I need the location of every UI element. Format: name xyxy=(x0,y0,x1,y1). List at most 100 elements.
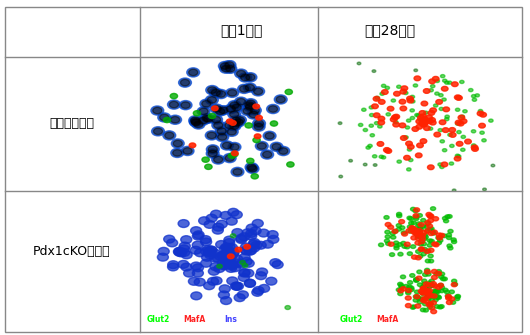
Circle shape xyxy=(451,238,456,242)
Circle shape xyxy=(221,243,232,251)
Circle shape xyxy=(443,128,449,132)
Circle shape xyxy=(272,144,281,150)
Circle shape xyxy=(393,229,398,233)
Circle shape xyxy=(222,246,233,253)
Circle shape xyxy=(455,297,460,300)
Circle shape xyxy=(231,152,238,157)
Circle shape xyxy=(244,279,255,287)
Circle shape xyxy=(426,222,431,225)
Circle shape xyxy=(386,113,391,116)
Circle shape xyxy=(253,286,264,294)
Circle shape xyxy=(220,253,231,260)
Circle shape xyxy=(435,79,439,82)
Circle shape xyxy=(430,284,435,287)
Circle shape xyxy=(181,102,190,109)
Circle shape xyxy=(436,271,441,276)
Circle shape xyxy=(215,127,228,136)
Circle shape xyxy=(167,263,179,271)
Circle shape xyxy=(424,290,430,294)
Circle shape xyxy=(249,106,261,115)
Circle shape xyxy=(223,60,236,70)
Circle shape xyxy=(217,106,230,115)
Circle shape xyxy=(223,153,236,163)
Circle shape xyxy=(202,157,209,162)
Circle shape xyxy=(164,235,175,243)
Circle shape xyxy=(414,229,419,232)
Circle shape xyxy=(455,294,461,298)
Circle shape xyxy=(246,74,255,80)
Circle shape xyxy=(236,236,247,244)
Circle shape xyxy=(197,107,210,116)
Circle shape xyxy=(192,264,204,272)
Circle shape xyxy=(241,243,252,251)
Circle shape xyxy=(431,310,437,314)
Circle shape xyxy=(415,232,420,236)
Circle shape xyxy=(423,288,428,292)
Circle shape xyxy=(430,85,435,88)
Circle shape xyxy=(453,282,457,286)
Circle shape xyxy=(189,143,196,148)
Circle shape xyxy=(372,70,376,72)
Circle shape xyxy=(431,230,437,234)
Circle shape xyxy=(422,282,427,286)
Circle shape xyxy=(419,247,425,251)
Circle shape xyxy=(426,272,431,276)
Circle shape xyxy=(436,99,443,104)
Circle shape xyxy=(405,126,410,129)
Circle shape xyxy=(235,260,246,268)
Text: 生後28日目: 生後28日目 xyxy=(364,23,415,37)
Circle shape xyxy=(170,93,178,99)
Circle shape xyxy=(413,229,419,232)
Circle shape xyxy=(407,285,412,289)
Circle shape xyxy=(228,153,236,158)
Circle shape xyxy=(401,86,408,90)
Circle shape xyxy=(231,211,242,219)
Circle shape xyxy=(425,229,430,233)
Circle shape xyxy=(201,259,211,267)
Circle shape xyxy=(428,248,434,253)
Circle shape xyxy=(219,64,233,73)
Circle shape xyxy=(413,295,419,298)
Circle shape xyxy=(385,222,391,227)
Circle shape xyxy=(217,259,228,267)
Circle shape xyxy=(154,128,163,135)
Circle shape xyxy=(399,285,404,289)
Circle shape xyxy=(228,100,241,110)
Circle shape xyxy=(455,154,460,157)
Circle shape xyxy=(427,305,432,309)
Circle shape xyxy=(440,165,444,169)
Circle shape xyxy=(428,294,434,297)
Circle shape xyxy=(408,225,412,229)
Circle shape xyxy=(191,292,202,300)
Circle shape xyxy=(430,108,436,113)
Circle shape xyxy=(413,209,418,213)
Circle shape xyxy=(431,269,437,274)
Circle shape xyxy=(217,128,226,134)
Circle shape xyxy=(465,139,471,144)
Circle shape xyxy=(455,295,460,299)
Circle shape xyxy=(425,290,430,293)
Circle shape xyxy=(394,121,398,124)
Circle shape xyxy=(272,261,283,269)
Circle shape xyxy=(424,289,430,293)
Circle shape xyxy=(432,289,438,293)
Circle shape xyxy=(445,118,449,121)
Circle shape xyxy=(447,244,452,248)
Circle shape xyxy=(255,241,266,249)
Circle shape xyxy=(452,240,457,244)
Circle shape xyxy=(267,105,279,114)
Circle shape xyxy=(398,282,403,286)
Text: /: / xyxy=(369,315,372,324)
Circle shape xyxy=(211,106,218,111)
Circle shape xyxy=(214,122,223,129)
Circle shape xyxy=(422,233,428,237)
Circle shape xyxy=(175,249,187,257)
Circle shape xyxy=(220,297,232,305)
Circle shape xyxy=(158,248,169,255)
Circle shape xyxy=(416,276,422,280)
Circle shape xyxy=(219,253,230,261)
Circle shape xyxy=(190,246,201,254)
Circle shape xyxy=(254,120,263,127)
Circle shape xyxy=(378,99,385,104)
Circle shape xyxy=(209,88,222,97)
